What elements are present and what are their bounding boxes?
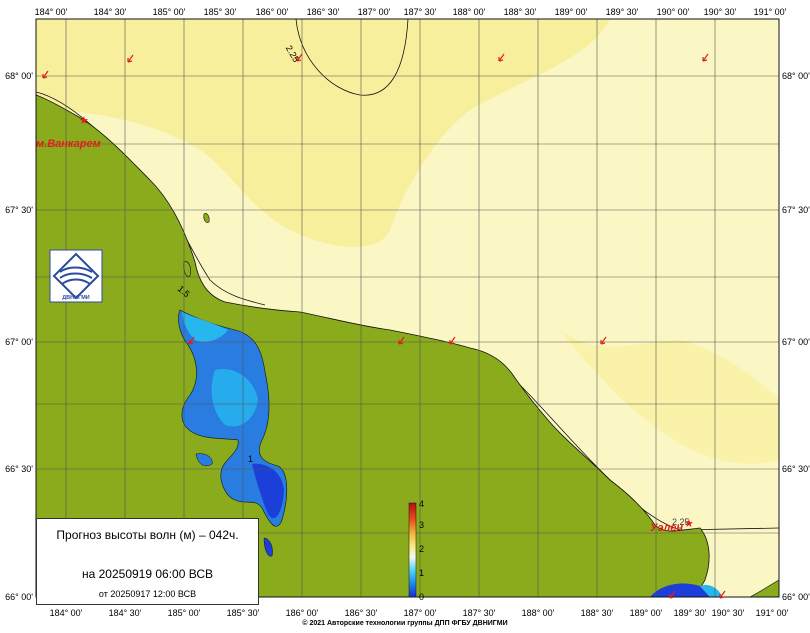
lagoon-water: [263, 537, 273, 557]
lon-label: 190° 30': [712, 608, 745, 618]
graticule: [36, 19, 779, 597]
lon-label: 185° 00': [168, 608, 201, 618]
lagoon-water-light: [211, 369, 258, 427]
lat-labels-left: 68° 00' 67° 30' 67° 00' 66° 30' 66° 00': [5, 71, 33, 602]
legend-tick: 3: [419, 520, 424, 530]
lon-labels-bottom: 184° 00' 184° 30' 185° 00' 185° 30' 186°…: [50, 608, 789, 618]
wave-direction-arrows: [42, 53, 726, 599]
lon-label: 187° 30': [463, 608, 496, 618]
lon-label: 187° 00': [358, 7, 391, 17]
lagoon-water-light: [182, 312, 228, 342]
strait-water: [650, 583, 710, 597]
island: [203, 213, 210, 223]
lon-label: 190° 30': [704, 7, 737, 17]
forecast-info-box: Прогноз высоты волн (м) – 042ч. на 20250…: [36, 518, 259, 605]
lagoon-water: [195, 453, 213, 467]
legend-tick: 1: [419, 568, 424, 578]
wave-arrow-icon: [449, 336, 456, 345]
lon-label: 187° 30': [404, 7, 437, 17]
lon-label: 188° 00': [522, 608, 555, 618]
wave-arrow-icon: [398, 336, 405, 345]
map-frame: [35, 18, 780, 598]
lon-label: 186° 00': [256, 7, 289, 17]
lat-label: 68° 00': [782, 71, 810, 81]
lon-label: 187° 00': [404, 608, 437, 618]
legend-tick: 0: [419, 592, 424, 602]
place-marker-icon: ★: [79, 115, 89, 127]
lagoon-water-deep: [252, 463, 284, 519]
legend-color-bar: [408, 502, 417, 598]
lon-label: 190° 00': [657, 7, 690, 17]
lon-label: 188° 30': [581, 608, 614, 618]
lon-label: 191° 00': [754, 7, 787, 17]
lon-label: 188° 00': [453, 7, 486, 17]
lon-label: 186° 30': [307, 7, 340, 17]
lat-label: 66° 00': [5, 592, 33, 602]
lat-label: 67° 30': [5, 205, 33, 215]
lon-label: 185° 00': [153, 7, 186, 17]
lat-label: 67° 30': [782, 205, 810, 215]
lat-label: 66° 30': [5, 464, 33, 474]
lon-label: 188° 30': [504, 7, 537, 17]
land-mass: [36, 94, 710, 597]
contour-label: 1: [248, 454, 253, 464]
lon-label: 189° 30': [606, 7, 639, 17]
lon-label: 189° 30': [674, 608, 707, 618]
lon-label: 191° 00': [756, 608, 789, 618]
lat-label: 66° 30': [782, 464, 810, 474]
forecast-base-time: от 20250917 12:00 ВСВ: [98, 589, 197, 599]
contour-line: [295, 19, 409, 96]
lon-label: 184° 00': [50, 608, 83, 618]
place-marker-icon: ★: [684, 518, 694, 530]
lon-label: 186° 00': [286, 608, 319, 618]
wave-height-legend: 4 3 2 1 0: [408, 499, 424, 602]
place-label-uelen: Уэлен: [650, 522, 683, 534]
lat-label: 67° 00': [5, 337, 33, 347]
wave-arrow-icon: [188, 336, 195, 345]
forecast-valid-time: на 20250919 06:00 ВСВ: [82, 567, 213, 581]
wave-arrow-icon: [719, 590, 726, 599]
wave-arrow-icon: [42, 70, 49, 79]
copyright-notice: © 2021 Авторские технологии группы ДПП Ф…: [302, 620, 508, 627]
lat-label: 67° 00': [782, 337, 810, 347]
lon-label: 189° 00': [630, 608, 663, 618]
lon-label: 184° 30': [109, 608, 142, 618]
lon-label: 185° 30': [227, 608, 260, 618]
wave-arrow-icon: [702, 53, 709, 62]
lon-label: 186° 30': [345, 608, 378, 618]
logo-emblem-icon: [52, 252, 100, 300]
lon-label: 185° 30': [204, 7, 237, 17]
wave-arrow-icon: [498, 53, 505, 62]
wave-arrow-icon: [600, 336, 607, 345]
land-mass-east: [749, 579, 779, 597]
forecast-title: Прогноз высоты волн (м) – 042ч.: [56, 528, 239, 542]
lat-label: 68° 00': [5, 71, 33, 81]
logo-text: ДВНИГМИ: [62, 295, 90, 301]
wave-zone-high-east: [560, 330, 779, 464]
lat-labels-right: 68° 00' 67° 30' 67° 00' 66° 30' 66° 00': [782, 71, 810, 602]
lat-label: 66° 00': [782, 592, 810, 602]
contour-label: 2.25: [672, 517, 690, 527]
legend-tick: 2: [419, 544, 424, 554]
place-label-vankarem: м.Ванкарем: [36, 138, 101, 150]
wave-arrow-icon: [296, 53, 303, 62]
lon-label: 184° 30': [94, 7, 127, 17]
dvnigmi-logo: ДВНИГМИ: [49, 249, 103, 303]
lon-label: 184° 00': [35, 7, 68, 17]
lon-labels-top: 184° 00' 184° 30' 185° 00' 185° 30' 186°…: [35, 7, 787, 17]
legend-tick: 4: [419, 499, 424, 509]
wave-arrow-icon: [669, 590, 676, 599]
strait-water-light: [700, 584, 722, 597]
lon-label: 189° 00': [555, 7, 588, 17]
wave-arrow-icon: [127, 54, 134, 63]
